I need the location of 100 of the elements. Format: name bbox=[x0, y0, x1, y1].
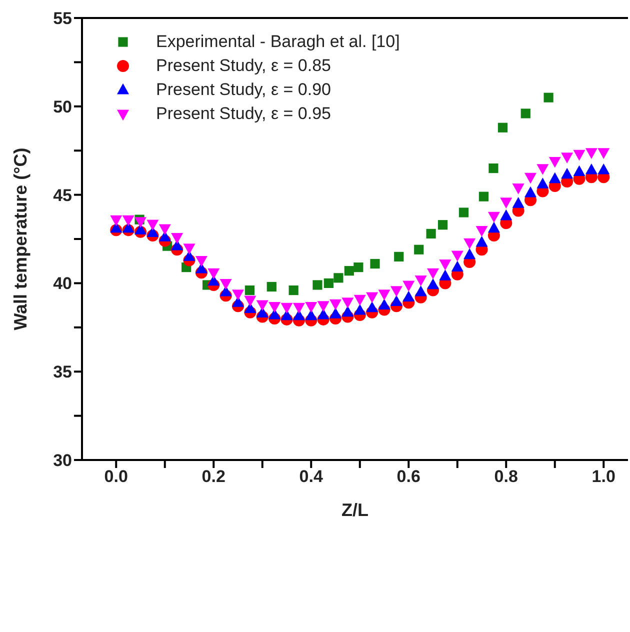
point bbox=[390, 295, 402, 306]
point bbox=[536, 178, 549, 188]
y-tick-label: 40 bbox=[53, 274, 72, 294]
point bbox=[122, 215, 134, 226]
legend-label: Present Study, ε = 0.95 bbox=[156, 104, 332, 124]
point bbox=[426, 228, 436, 238]
x-tick-label: 0.8 bbox=[494, 467, 518, 486]
point bbox=[366, 301, 378, 312]
point bbox=[244, 296, 256, 307]
point bbox=[451, 260, 464, 272]
point bbox=[158, 224, 171, 235]
point bbox=[390, 286, 402, 297]
point bbox=[512, 197, 524, 208]
point bbox=[512, 184, 524, 194]
point bbox=[183, 244, 196, 254]
point bbox=[232, 290, 244, 300]
point bbox=[585, 163, 598, 174]
point bbox=[451, 250, 464, 262]
point bbox=[561, 168, 574, 179]
point bbox=[402, 290, 415, 302]
point bbox=[464, 248, 476, 260]
point bbox=[244, 285, 254, 296]
point bbox=[324, 278, 334, 288]
legend-label: Experimental - Baragh et al. [10] bbox=[156, 32, 400, 52]
x-axis-title: Z/L bbox=[342, 500, 368, 520]
point bbox=[268, 302, 281, 313]
y-axis-title: Wall temperature (°C) bbox=[10, 148, 30, 330]
y-tick-label: 45 bbox=[53, 186, 72, 205]
point bbox=[478, 192, 488, 202]
point bbox=[256, 300, 268, 312]
point bbox=[476, 236, 488, 247]
x-tick-label: 0.4 bbox=[299, 467, 324, 486]
x-tick-label: 0.0 bbox=[104, 467, 128, 486]
point bbox=[280, 302, 293, 314]
point bbox=[342, 298, 354, 308]
point bbox=[288, 285, 298, 296]
point bbox=[305, 309, 318, 320]
point bbox=[330, 299, 342, 310]
point bbox=[598, 163, 610, 174]
point bbox=[414, 244, 424, 254]
y-tick-label: 30 bbox=[53, 451, 72, 470]
y-tick-label: 50 bbox=[53, 97, 72, 116]
point bbox=[439, 260, 452, 270]
point bbox=[378, 298, 390, 310]
point bbox=[439, 270, 452, 280]
point bbox=[573, 165, 586, 176]
point bbox=[548, 172, 561, 184]
point bbox=[573, 150, 586, 161]
point bbox=[500, 209, 512, 220]
point bbox=[378, 290, 390, 300]
point bbox=[585, 148, 598, 159]
point bbox=[305, 302, 318, 313]
point bbox=[598, 148, 610, 159]
point bbox=[195, 256, 208, 267]
point bbox=[488, 163, 498, 174]
point bbox=[414, 285, 427, 296]
point bbox=[488, 222, 500, 233]
point bbox=[402, 280, 415, 292]
legend-label: Present Study, ε = 0.85 bbox=[156, 56, 332, 76]
point bbox=[394, 252, 404, 262]
point bbox=[330, 308, 342, 318]
point bbox=[427, 278, 439, 290]
point bbox=[171, 233, 184, 244]
point bbox=[317, 301, 330, 312]
x-tick-label: 1.0 bbox=[592, 467, 616, 486]
point bbox=[208, 268, 220, 280]
y-tick-label: 35 bbox=[53, 362, 72, 382]
y-tick-label: 55 bbox=[53, 9, 72, 28]
point bbox=[520, 108, 530, 118]
point bbox=[146, 220, 159, 231]
point bbox=[464, 238, 476, 250]
point bbox=[476, 226, 488, 237]
point bbox=[354, 262, 364, 272]
point bbox=[524, 186, 536, 198]
legend-label: Present Study, ε = 0.90 bbox=[156, 80, 332, 100]
point bbox=[524, 172, 536, 184]
point bbox=[458, 208, 469, 218]
point bbox=[414, 275, 427, 286]
point bbox=[498, 122, 508, 132]
point bbox=[266, 282, 276, 292]
point bbox=[110, 215, 122, 226]
point bbox=[366, 292, 378, 304]
point bbox=[438, 220, 448, 230]
point bbox=[354, 304, 366, 315]
point bbox=[536, 164, 549, 175]
point bbox=[500, 198, 512, 208]
point bbox=[334, 273, 344, 283]
point bbox=[134, 217, 146, 228]
point bbox=[548, 157, 561, 168]
x-tick-label: 0.2 bbox=[202, 467, 226, 486]
point bbox=[312, 280, 322, 290]
point bbox=[292, 302, 305, 314]
point bbox=[488, 212, 500, 223]
point bbox=[544, 92, 554, 102]
point bbox=[344, 266, 354, 276]
point bbox=[427, 268, 439, 280]
point bbox=[342, 306, 354, 317]
point bbox=[561, 152, 574, 164]
point bbox=[370, 258, 380, 269]
point bbox=[354, 294, 366, 306]
